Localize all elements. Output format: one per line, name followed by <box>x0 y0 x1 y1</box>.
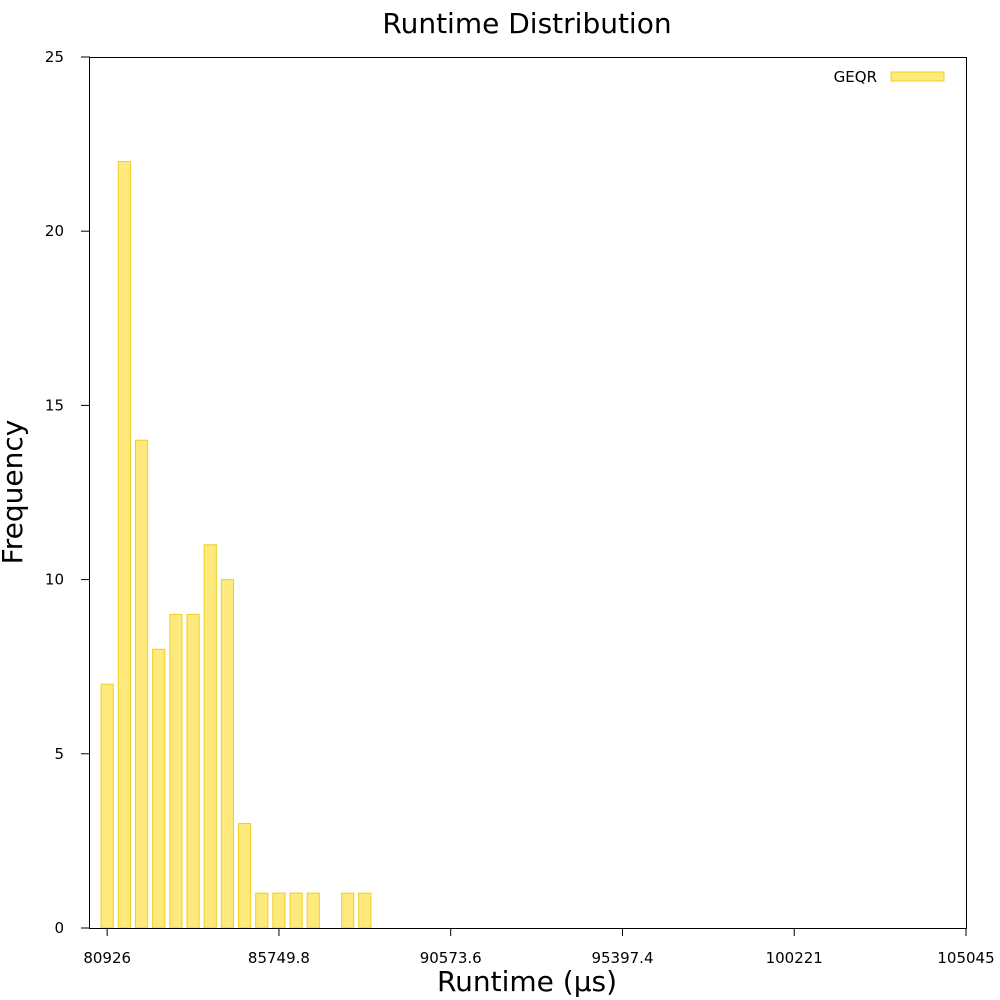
y-tick-label: 5 <box>54 745 64 763</box>
y-axis-ticks: 0 5 10 15 20 25 <box>45 48 90 937</box>
histogram-bar <box>341 892 355 929</box>
histogram-bar <box>306 892 320 929</box>
histogram-bar <box>152 648 166 929</box>
histogram-bar <box>255 892 269 929</box>
y-tick-label: 0 <box>54 919 64 937</box>
histogram-bar <box>220 579 235 929</box>
x-tick-label: 90573.6 <box>420 949 482 967</box>
histogram-bar <box>358 892 372 929</box>
histogram-bars <box>100 161 372 929</box>
histogram-bar <box>237 822 252 929</box>
x-tick-label: 105045 <box>937 949 994 967</box>
x-axis-ticks: 80926 85749.8 90573.6 95397.4 100221 105045 <box>83 928 995 967</box>
histogram-bar <box>117 161 131 929</box>
histogram-bar <box>100 683 114 929</box>
y-tick-label: 20 <box>45 222 64 240</box>
plot-frame <box>89 57 967 929</box>
histogram-bar <box>169 613 183 929</box>
x-tick-label: 100221 <box>766 949 823 967</box>
x-tick-label: 95397.4 <box>591 949 653 967</box>
histogram-bar <box>289 892 303 929</box>
y-tick-label: 25 <box>45 48 64 66</box>
histogram-bar <box>272 892 286 929</box>
legend-label-geqr: GEQR <box>834 68 877 86</box>
y-tick-label: 15 <box>45 396 64 414</box>
y-axis-label: Frequency <box>0 420 29 565</box>
chart-title: Runtime Distribution <box>382 7 671 40</box>
histogram-bar <box>203 544 217 929</box>
x-axis-label: Runtime (µs) <box>437 965 617 998</box>
y-tick-label: 10 <box>45 571 64 589</box>
x-tick-label: 80926 <box>83 949 131 967</box>
histogram-bar <box>186 613 200 929</box>
legend-swatch-geqr <box>890 71 945 82</box>
legend: GEQR <box>834 68 945 86</box>
x-tick-label: 85749.8 <box>248 949 310 967</box>
histogram-bar <box>134 439 149 929</box>
